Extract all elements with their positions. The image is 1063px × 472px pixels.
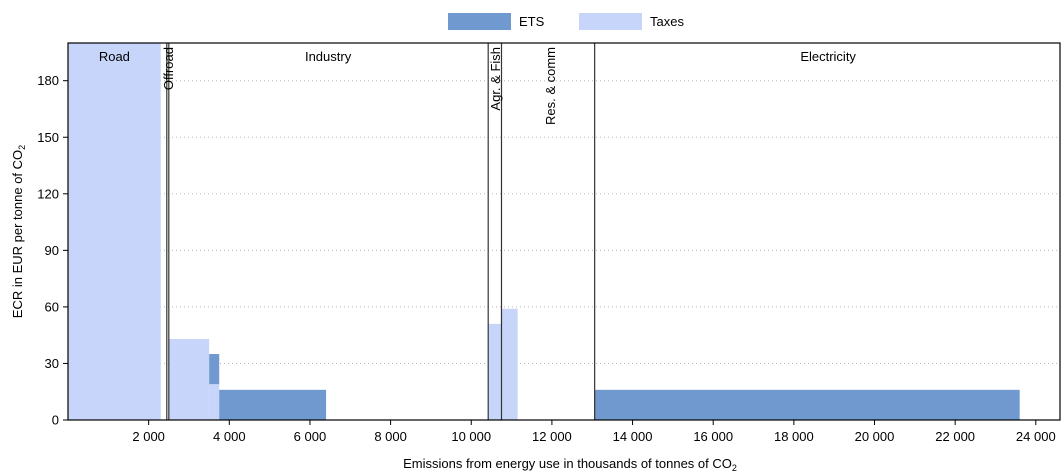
x-tick-label: 22 000: [935, 429, 975, 444]
bar-ets: [595, 390, 1020, 420]
legend: ETS Taxes: [448, 13, 684, 30]
bar-ets: [219, 390, 326, 420]
sector-label: Agr. & Fish: [488, 47, 503, 111]
x-tick-label: 24 000: [1016, 429, 1056, 444]
x-tick-label: 20 000: [855, 429, 895, 444]
x-axis-title-main: Emissions from energy use in thousands o…: [403, 456, 732, 471]
x-axis-title-subscript: 2: [732, 463, 737, 472]
y-tick-label: 120: [37, 186, 59, 201]
y-axis-title-main: ECR in EUR per tonne of CO: [10, 150, 25, 318]
y-tick-label: 30: [45, 356, 59, 371]
x-tick-label: 14 000: [613, 429, 653, 444]
x-tick-label: 18 000: [774, 429, 814, 444]
legend-label-ets: ETS: [519, 14, 545, 29]
x-tick-label: 6 000: [294, 429, 327, 444]
x-tick-label: 12 000: [532, 429, 572, 444]
legend-label-taxes: Taxes: [650, 14, 684, 29]
bar-taxes: [501, 309, 517, 420]
legend-swatch-ets: [448, 13, 511, 30]
legend-swatch-taxes: [579, 13, 642, 30]
sector-label: Res. & comm: [543, 47, 558, 125]
sector-label: Offroad: [161, 47, 176, 90]
y-tick-label: 0: [52, 413, 59, 428]
sector-label: Industry: [305, 49, 352, 64]
x-tick-label: 4 000: [213, 429, 246, 444]
bar-taxes: [68, 43, 161, 420]
bar-taxes: [169, 339, 209, 420]
x-tick-label: 2 000: [132, 429, 165, 444]
bar-taxes: [209, 384, 219, 420]
y-axis-title-subscript: 2: [17, 145, 27, 150]
sector-label: Road: [99, 49, 130, 64]
bar-ets: [209, 354, 219, 384]
x-tick-label: 10 000: [451, 429, 491, 444]
x-tick-label: 8 000: [374, 429, 407, 444]
sector-label: Electricity: [800, 49, 856, 64]
x-tick-label: 16 000: [693, 429, 733, 444]
sector-labels: Road Offroad Industry Agr. & Fish Res. & com…: [99, 47, 857, 125]
x-axis: 2 000 4 000 6 000 8 000 10 000 12 000 14 000 16…: [132, 420, 1055, 444]
y-tick-label: 150: [37, 130, 59, 145]
y-tick-label: 180: [37, 73, 59, 88]
grid-lines: [68, 81, 1060, 364]
x-axis-title: Emissions from energy use in thousands o…: [403, 456, 737, 472]
y-tick-label: 90: [45, 243, 59, 258]
y-axis-title: ECR in EUR per tonne of CO2: [10, 145, 27, 318]
y-tick-label: 60: [45, 299, 59, 314]
bar-taxes: [488, 324, 501, 420]
y-axis: 0 30 60 90 120 150 180: [37, 73, 68, 427]
